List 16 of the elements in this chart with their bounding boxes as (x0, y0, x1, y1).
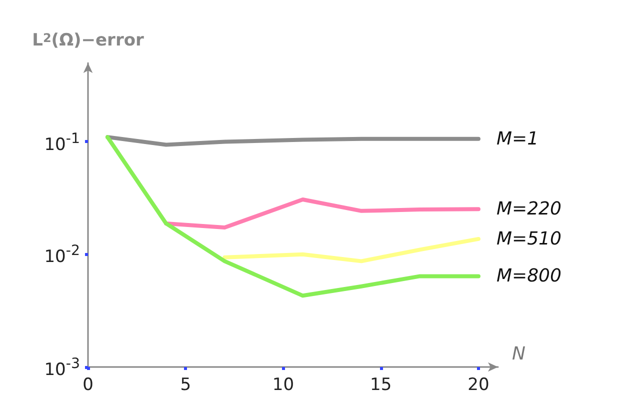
line-series (106, 135, 480, 298)
x-tick-label: 0 (82, 375, 94, 395)
line-series (222, 236, 480, 264)
x-tick-label: 5 (180, 375, 192, 395)
line-series (106, 135, 480, 147)
series-label: M=800 (496, 266, 562, 287)
series-label: M=220 (496, 198, 562, 220)
x-axis-title: N (512, 344, 526, 364)
x-tick-label: 20 (468, 375, 490, 395)
y-tick-label: 10$^{-1}$ (44, 130, 80, 155)
x-tick-label: 15 (370, 375, 392, 395)
y-tick-label: 10$^{-3}$ (44, 355, 80, 380)
series-label: M=510 (496, 228, 562, 250)
series-label: M=1 (496, 128, 539, 150)
x-tick-label: 10 (272, 375, 294, 395)
y-tick-label: 10$^{-2}$ (44, 242, 80, 268)
